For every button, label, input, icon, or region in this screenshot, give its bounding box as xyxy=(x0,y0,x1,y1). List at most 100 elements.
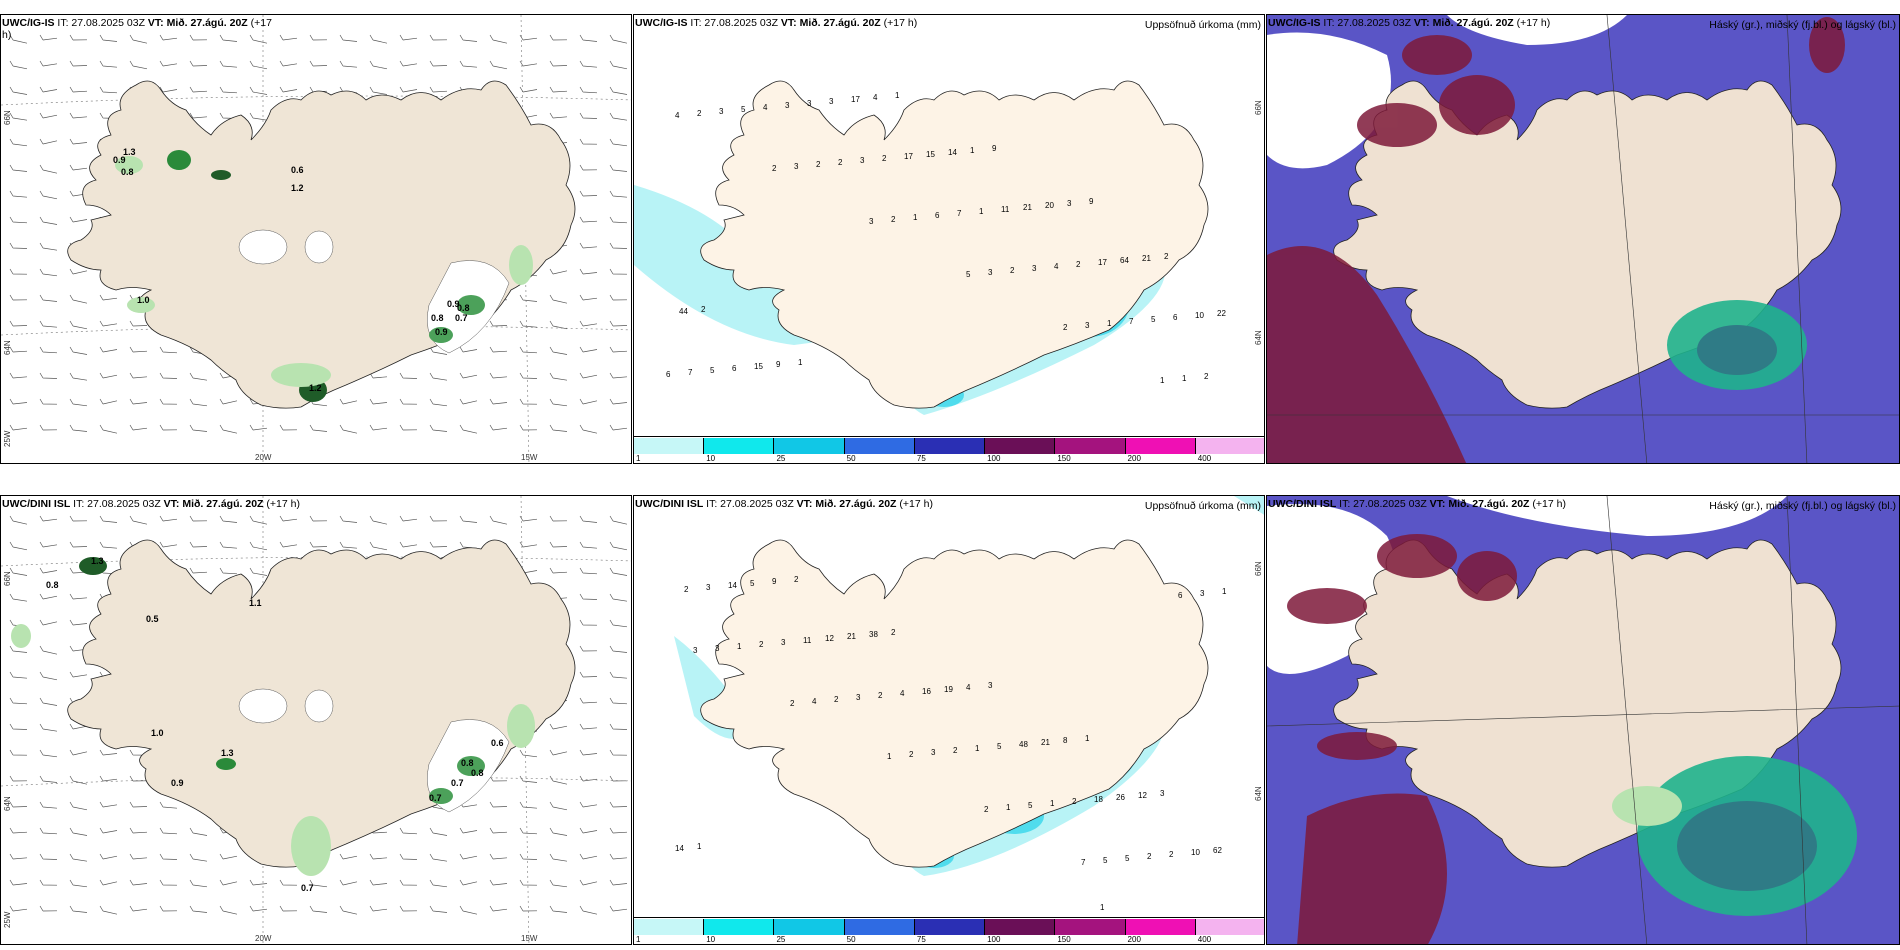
precip-value-label: 3 xyxy=(869,217,874,226)
wind-barb xyxy=(609,216,628,224)
precip-value-label: 7 xyxy=(1081,858,1086,867)
map-clouds-dini xyxy=(1267,496,1899,944)
precip-value-label: 2 xyxy=(697,109,702,118)
precip-legend: 1 10 25 50 75 100 150 200 400 xyxy=(634,917,1264,944)
wind-barb xyxy=(39,164,58,174)
wind-barb xyxy=(279,60,298,67)
wind-barb xyxy=(489,424,508,431)
lon-label-15w: 15W xyxy=(521,934,538,943)
legend-swatch xyxy=(914,919,986,935)
wind-barb xyxy=(549,541,568,548)
precip-value-label: 2 xyxy=(838,158,843,167)
wind-barb xyxy=(429,541,448,548)
precip-value-label: 21 xyxy=(1142,254,1151,263)
wind-barb xyxy=(489,398,508,405)
legend-label: 50 xyxy=(846,935,856,944)
precip-value-label: 6 xyxy=(1178,591,1183,600)
wind-barb xyxy=(429,853,448,862)
wind-barb xyxy=(219,879,238,886)
wind-value-label: 1.0 xyxy=(137,295,150,305)
legend-swatch xyxy=(985,438,1056,454)
wind-barb xyxy=(549,567,568,574)
panel-title: UWC/IG-IS IT: 27.08.2025 03Z VT: Mið. 27… xyxy=(635,17,918,29)
wind-barb xyxy=(309,60,328,67)
wind-barb xyxy=(609,268,628,275)
precip-value-label: 17 xyxy=(904,152,913,161)
wind-barb xyxy=(519,372,538,379)
wind-barb xyxy=(189,541,208,548)
wind-barb xyxy=(279,86,298,93)
wind-barb xyxy=(99,346,118,353)
legend-swatch xyxy=(1125,438,1196,454)
precip-value-label: 4 xyxy=(812,697,817,706)
wind-value-label: 0.8 xyxy=(121,167,134,177)
precip-value-label: 6 xyxy=(666,370,671,379)
mid-clouds xyxy=(1667,300,1807,390)
wind-barb xyxy=(39,320,58,328)
wind-barb xyxy=(39,112,58,119)
wind-barb xyxy=(9,398,28,405)
wind-barb xyxy=(549,346,568,355)
panel-clouds-ig-is: UWC/IG-IS IT: 27.08.2025 03Z VT: Mið. 27… xyxy=(1266,14,1900,464)
wind-barb xyxy=(99,86,118,94)
wind-barb xyxy=(609,138,628,147)
wind-value-label: 0.8 xyxy=(431,313,444,323)
wind-barb xyxy=(579,372,598,379)
legend-label: 1 xyxy=(636,454,641,463)
wind-barb xyxy=(309,541,328,548)
wind-barb xyxy=(159,905,178,912)
wind-barb xyxy=(9,749,28,756)
precip-value-label: 3 xyxy=(807,99,812,108)
wind-barb xyxy=(69,827,88,836)
wind-barb xyxy=(69,86,88,93)
wind-barb xyxy=(9,723,28,730)
precip-value-label: 6 xyxy=(935,211,940,220)
precip-value-label: 2 xyxy=(759,640,764,649)
wind-value-label: 0.8 xyxy=(461,758,474,768)
wind-barb xyxy=(69,593,88,600)
wind-barb xyxy=(39,34,58,41)
wind-barb xyxy=(579,190,598,197)
wind-barb xyxy=(549,86,568,93)
wind-value-label: 0.9 xyxy=(447,299,460,309)
legend-label: 1 xyxy=(636,935,641,944)
wind-barb xyxy=(9,346,28,353)
precip-value-label: 1 xyxy=(737,642,742,651)
precip-value-label: 7 xyxy=(957,209,962,218)
wind-barb xyxy=(579,320,598,327)
wind-barb xyxy=(609,697,628,705)
wind-barb xyxy=(9,424,28,431)
wind-barb xyxy=(609,671,628,679)
wind-barb xyxy=(609,749,628,756)
precip-value-label: 9 xyxy=(1089,197,1094,206)
wind-barb xyxy=(399,34,418,41)
wind-barb xyxy=(39,60,58,67)
wind-barb xyxy=(99,749,118,756)
wind-barb xyxy=(159,541,178,548)
wind-barb xyxy=(369,905,388,912)
wind-barb xyxy=(279,515,298,522)
wind-barb xyxy=(39,190,58,200)
lon-label-20w: 20W xyxy=(255,453,272,462)
wind-values: 1.30.90.8 0.61.21.00.80.90.90.80.71.2 xyxy=(113,147,470,393)
wind-barb xyxy=(69,749,88,756)
wind-barb xyxy=(219,905,238,915)
wind-barb xyxy=(309,879,328,888)
wind-barb xyxy=(39,216,58,225)
wind-barb xyxy=(189,372,208,381)
wind-barb xyxy=(459,827,478,834)
wind-barb xyxy=(39,619,58,626)
wind-barb xyxy=(549,723,568,730)
wind-barb xyxy=(129,801,148,808)
lat-label-66n: 66N xyxy=(1254,100,1263,115)
wind-barb xyxy=(9,372,28,379)
precip-value-label: 14 xyxy=(675,844,684,853)
wind-barb xyxy=(129,398,148,405)
wind-barb xyxy=(339,541,358,549)
wind-barb xyxy=(579,775,598,782)
wind-barb xyxy=(279,34,298,41)
precip-value-label: 5 xyxy=(966,270,971,279)
wind-barb xyxy=(9,164,28,172)
wind-barb xyxy=(189,424,208,432)
legend-swatch xyxy=(844,438,915,454)
